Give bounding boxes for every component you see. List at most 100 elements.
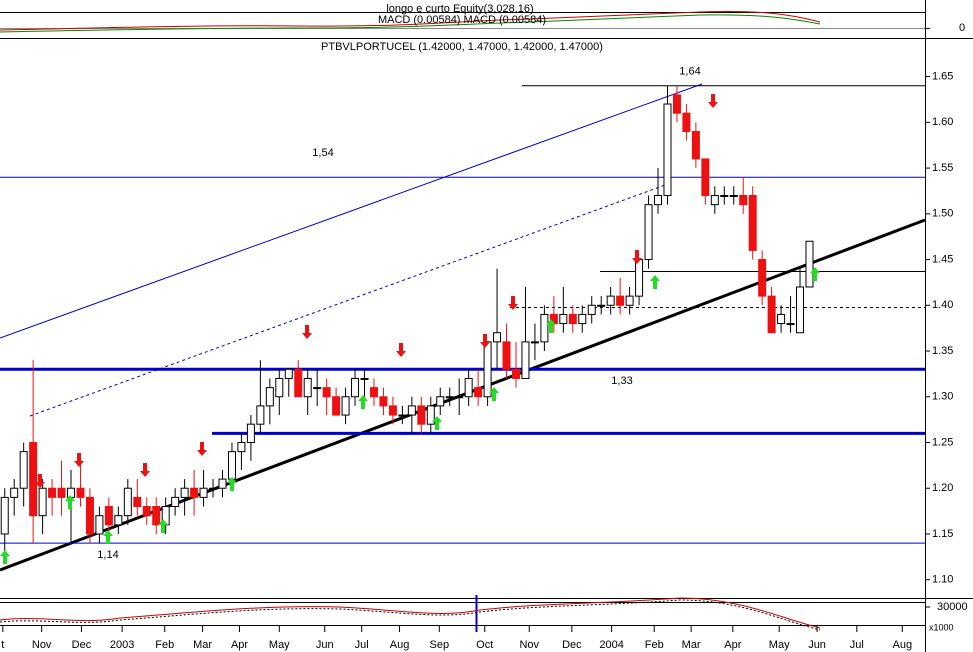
candle-body [474, 387, 483, 398]
candle-body [322, 387, 331, 398]
candle-body [644, 204, 653, 261]
candle-body [369, 387, 378, 398]
candle-body [739, 195, 748, 206]
indicator-curve [0, 599, 821, 631]
candle-body [104, 506, 113, 526]
candle-body [483, 341, 492, 398]
y-tick-label: 30000 [937, 601, 968, 613]
candle-body [710, 195, 719, 206]
candle-body [256, 405, 265, 425]
candle-body [199, 487, 208, 498]
candle-body [635, 259, 644, 297]
y-tick-label: 1.25 [932, 436, 953, 448]
indicator-curve [0, 10, 821, 31]
y-tick-label: 1.55 [932, 162, 953, 174]
indicator-subtitle: MACD (0.00584) MACD (0.00584) [378, 14, 546, 26]
candle-body [275, 377, 284, 398]
sell-arrow [197, 442, 207, 456]
candle-body [29, 441, 38, 517]
candle-body [341, 396, 350, 416]
y-tick-label: 1.40 [932, 299, 953, 311]
candle-body [559, 313, 568, 325]
x-tick-label: Nov [32, 639, 52, 651]
candle-body [625, 295, 634, 306]
x-tick-label: Mar [193, 639, 212, 651]
candle-body [691, 130, 700, 160]
candle-body [152, 506, 161, 526]
trend-line [0, 83, 703, 339]
candle-body [284, 368, 293, 379]
sell-arrow [302, 325, 312, 339]
x-tick-label: t [1, 639, 4, 651]
candle-body [672, 94, 681, 114]
y-tick-label: 1.50 [932, 208, 953, 220]
candle-body [786, 323, 795, 326]
candle-body [227, 451, 236, 480]
candle-body [180, 487, 189, 498]
candle-body [426, 405, 435, 425]
sell-arrow [74, 453, 84, 467]
candle-body [142, 506, 151, 517]
buy-arrow [0, 550, 10, 564]
candle-body [379, 396, 388, 407]
candle-body [388, 405, 397, 416]
candle-body [805, 240, 814, 288]
candle-body [796, 286, 805, 334]
candle-body [190, 487, 199, 498]
indicator-curve [0, 597, 821, 629]
x-tick-label: Sep [430, 639, 450, 651]
y-tick-label: 1.20 [932, 482, 953, 494]
y-tick-label: 0 [959, 22, 965, 34]
buy-arrow [810, 267, 820, 281]
candle-body [171, 496, 180, 508]
x-tick-label: Oct [476, 639, 493, 651]
chart-title: PTBVLPORTUCEL (1.42000, 1.47000, 1.42000… [321, 41, 603, 53]
candle-body [597, 304, 606, 307]
candle-body [445, 396, 454, 399]
candle-body [417, 405, 426, 425]
buy-arrow [432, 416, 442, 430]
candle-body [38, 487, 47, 517]
buy-arrow [227, 477, 237, 491]
x-tick-label: Jul [355, 639, 369, 651]
candle-body [332, 396, 341, 416]
x-tick-label: Jun [808, 639, 826, 651]
y-tick-label: 1.15 [932, 528, 953, 540]
candle-body [578, 313, 587, 325]
y-tick-label: 1.65 [932, 70, 953, 82]
buy-arrow [65, 495, 75, 509]
indicator-curve [0, 14, 821, 33]
candle-body [67, 487, 76, 498]
candle-body [606, 295, 615, 306]
candle-body [246, 423, 255, 443]
x-tick-label: Dec [72, 639, 92, 651]
y-tick-label: 1.35 [932, 345, 953, 357]
y-tick-label: 1.60 [932, 116, 953, 128]
candle-body [133, 496, 142, 508]
candle-body [48, 487, 57, 498]
x-tick-label: Apr [231, 639, 248, 651]
y-tick-label: 1.10 [932, 574, 953, 586]
sell-arrow [508, 296, 518, 310]
candle-body [398, 414, 407, 417]
x-tick-label: 2004 [599, 639, 623, 651]
buy-arrow [650, 275, 660, 289]
annotation: 1,33 [611, 375, 632, 387]
candle-body [748, 195, 757, 251]
sell-arrow [480, 334, 490, 348]
y-tick-label: 1.45 [932, 253, 953, 265]
candle-body [95, 515, 104, 535]
candle-body [720, 195, 729, 198]
candle-body [351, 377, 360, 398]
buy-arrow [358, 395, 368, 409]
indicator-title: longo e curto Equity(3,028.16) [386, 3, 533, 15]
x-tick-label: Mar [682, 639, 701, 651]
candle-body [663, 103, 672, 197]
candle-body [502, 341, 511, 370]
candle-body [511, 368, 520, 379]
buy-arrow [489, 387, 499, 401]
candle-body [455, 396, 464, 399]
x-tick-label: Dec [562, 639, 582, 651]
candle-body [521, 341, 530, 379]
